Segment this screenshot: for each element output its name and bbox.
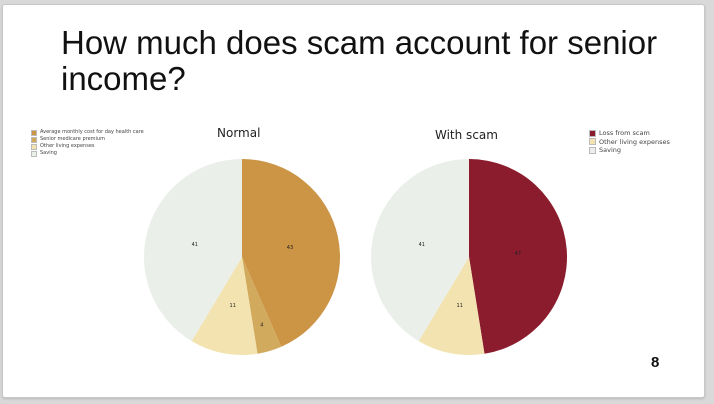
slide-title: How much does scam account for senior in… [61, 24, 658, 97]
legend-label: Saving [40, 150, 57, 156]
legend-label: Other living expenses [40, 143, 95, 149]
legend-label: Other living expenses [599, 137, 670, 146]
chart-title-with-scam: With scam [435, 128, 498, 142]
slice-value-label: 43 [287, 245, 293, 251]
legend-normal: Average monthly cost for day health care… [31, 129, 144, 157]
legend-item: Saving [589, 146, 670, 155]
legend-label: Loss from scam [599, 129, 650, 137]
chart-title-normal: Normal [217, 126, 261, 140]
legend-label: Senior medicare premium [40, 136, 105, 142]
pie-slice [371, 159, 469, 342]
legend-item: Average monthly cost for day health care [31, 129, 144, 136]
pie-slice [242, 257, 282, 354]
legend-label: Saving [599, 146, 622, 154]
slice-value-label: 41 [419, 242, 425, 248]
pie-slice [144, 159, 242, 342]
legend-item: Loss from scam [589, 129, 670, 138]
legend-with-scam: Loss from scam Other living expenses Sav… [589, 129, 670, 155]
legend-label: Average monthly cost for day health care [40, 129, 144, 135]
legend-item: Other living expenses [589, 138, 670, 147]
legend-swatch [31, 143, 37, 150]
legend-item: Other living expenses [31, 143, 144, 150]
slice-value-label: 47 [515, 251, 521, 257]
pie-chart-normal: 43 4 11 41 [144, 159, 340, 355]
pie-slice [469, 159, 567, 354]
slice-value-label: 41 [192, 242, 198, 248]
slide: How much does scam account for senior in… [2, 4, 705, 398]
legend-item: Saving [31, 150, 144, 157]
slice-value-label: 11 [457, 303, 463, 309]
legend-item: Senior medicare premium [31, 136, 144, 143]
slice-value-label: 11 [230, 303, 236, 309]
legend-swatch [31, 136, 37, 143]
legend-swatch [31, 150, 37, 157]
legend-swatch [31, 129, 37, 136]
legend-swatch [589, 129, 596, 137]
pie-slice [242, 159, 340, 347]
legend-swatch [589, 138, 596, 146]
slice-value-label: 4 [260, 323, 263, 329]
page-number: 8 [651, 354, 660, 371]
pie-slice [418, 257, 485, 355]
pie-chart-with-scam: 47 11 41 [371, 159, 567, 355]
pie-slice [191, 257, 258, 355]
legend-swatch [589, 146, 596, 154]
